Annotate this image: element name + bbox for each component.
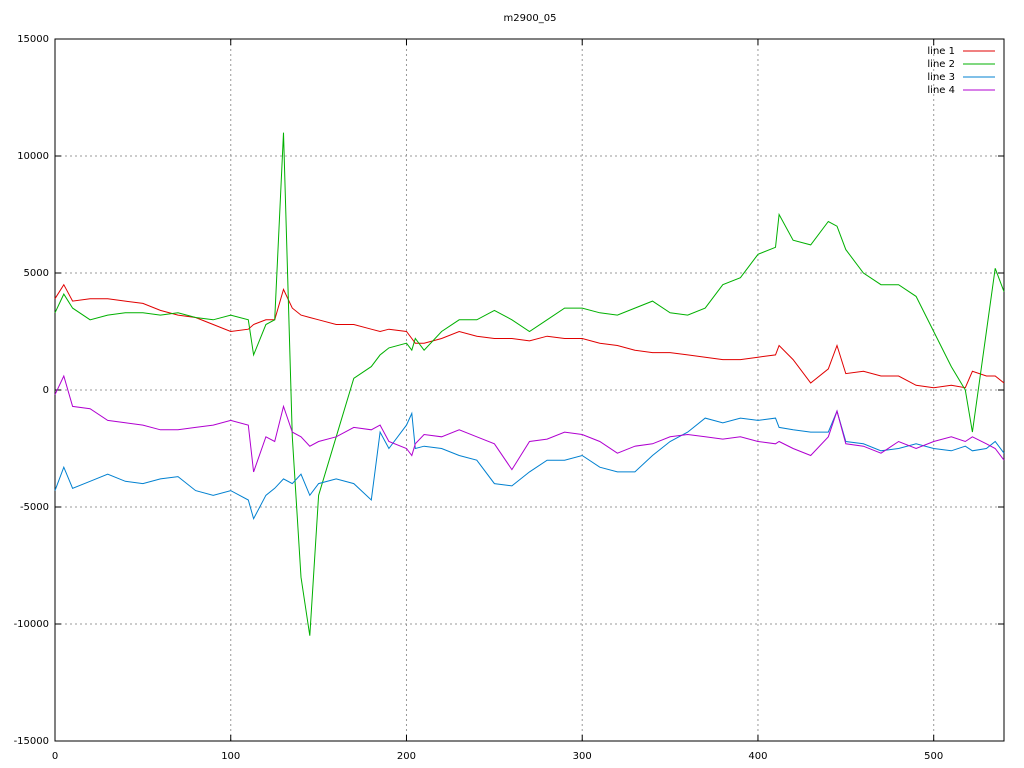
y-tick-label: 5000 [24,268,49,279]
x-tick-label: 500 [924,751,943,762]
legend-label: line 4 [927,85,955,96]
data-line [54,409,1005,521]
x-tick-label: 0 [52,751,58,762]
data-line [54,374,1005,473]
x-tick-label: 100 [221,751,240,762]
legend-label: line 3 [927,72,955,83]
data-line [54,283,1005,389]
y-tick-label: -10000 [14,619,49,630]
legend-label: line 2 [927,59,955,70]
data-line [54,132,1005,636]
y-tick-label: -5000 [20,502,49,513]
y-tick-label: 15000 [17,34,49,45]
x-tick-label: 200 [397,751,416,762]
y-tick-label: 0 [43,385,49,396]
plot-border [54,38,1005,742]
legend-label: line 1 [927,46,955,57]
x-tick-label: 400 [748,751,767,762]
y-tick-label: 10000 [17,151,49,162]
x-tick-label: 300 [573,751,592,762]
y-tick-label: -15000 [14,736,49,747]
chart-title: m2900_05 [504,13,557,24]
